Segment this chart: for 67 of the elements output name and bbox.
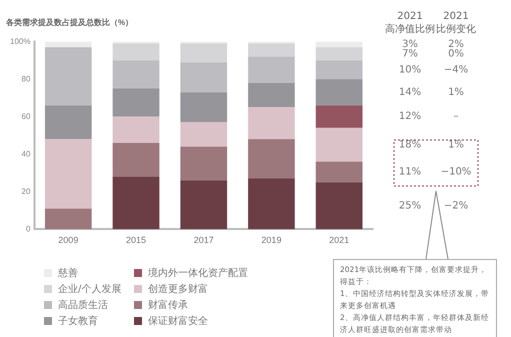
text: 18%	[398, 139, 422, 150]
bar	[112, 60, 160, 88]
legend-label: 创造更多财富	[148, 282, 208, 296]
x-tick-label: 2021	[329, 235, 350, 246]
x-tick-label: 2019	[261, 235, 282, 246]
bar	[316, 162, 363, 182]
x-tick-label: 2017	[194, 235, 214, 246]
text: −10%	[440, 166, 472, 178]
legend-label: 子女教育	[58, 314, 98, 328]
bar	[316, 79, 363, 106]
bar	[180, 122, 228, 147]
y-tick-label: 20	[22, 186, 32, 196]
bar	[44, 105, 92, 140]
legend-label: 高品质生活	[58, 298, 108, 312]
bar	[316, 128, 363, 162]
bar	[180, 92, 228, 122]
text: 12%	[398, 111, 422, 122]
text: 14%	[398, 86, 422, 98]
bar	[180, 62, 228, 92]
bar	[248, 139, 295, 179]
y-tick-label: 40	[22, 149, 32, 158]
bar	[316, 47, 363, 60]
bar	[180, 146, 228, 180]
legend-label: 慈善	[58, 266, 78, 280]
bar	[248, 56, 295, 83]
text: –	[454, 111, 458, 122]
text: 1%	[448, 86, 464, 98]
bar	[112, 88, 160, 117]
text: 25%	[398, 200, 422, 212]
bar	[44, 47, 92, 106]
legend-label: 境内外一体化资产配置	[148, 266, 248, 280]
text: −4%	[444, 64, 468, 76]
bar	[316, 105, 363, 128]
y-tick-label: 0	[26, 224, 32, 234]
y-tick-label: 100%	[10, 36, 30, 46]
bar	[248, 43, 295, 57]
bar	[112, 142, 160, 177]
text: −2%	[444, 200, 468, 212]
bar	[248, 178, 295, 230]
text: 10%	[398, 64, 422, 76]
text: 2021 比例变化	[436, 11, 476, 35]
text: 2%	[448, 39, 464, 50]
text: 3%	[402, 39, 418, 50]
bar	[248, 107, 295, 140]
x-tick-label: 2009	[58, 235, 78, 246]
text: 7%	[402, 48, 418, 60]
x-tick-label: 2015	[126, 235, 146, 246]
text: 2021 高净值比例	[385, 11, 435, 35]
bar	[248, 82, 295, 108]
y-tick-label: 80	[22, 74, 32, 84]
bar	[44, 139, 92, 209]
legend-label: 企业/个人发展	[58, 282, 122, 296]
chart-title: 各类需求提及数占提及总数比（%）	[5, 18, 134, 28]
text: 0%	[448, 48, 464, 60]
bar	[180, 180, 228, 230]
bar	[44, 208, 92, 230]
legend-label: 保证财富安全	[148, 314, 208, 328]
bar	[112, 43, 160, 60]
text: 1%	[448, 139, 464, 150]
y-tick-label: 60	[22, 112, 32, 121]
bar	[316, 182, 363, 230]
text: 11%	[398, 166, 422, 178]
bar	[316, 60, 363, 80]
bar	[112, 116, 160, 143]
bar	[112, 176, 160, 230]
bar	[180, 43, 228, 62]
legend-label: 财富传承	[148, 298, 188, 312]
